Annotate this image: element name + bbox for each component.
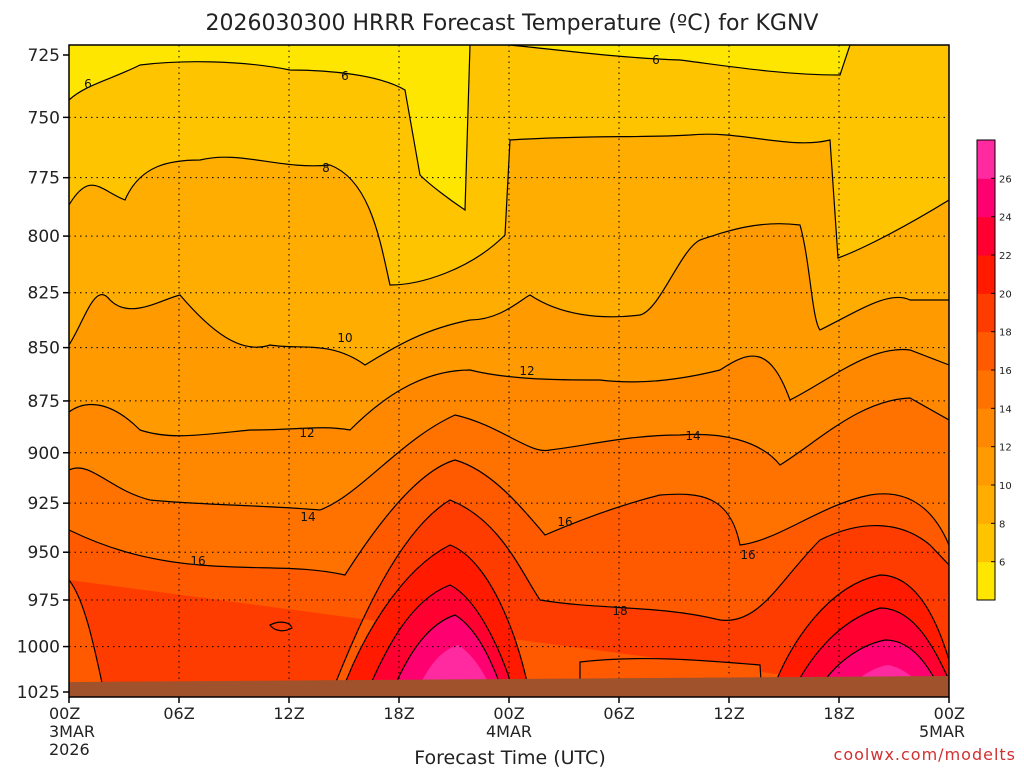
x-tick-label: 00Z — [49, 704, 80, 723]
contour-label: 14 — [685, 429, 700, 443]
contour-10 — [69, 223, 949, 366]
contour-16 — [69, 459, 949, 576]
colorbar: 6 8 10 12 14 16 18 20 22 24 26 — [976, 139, 1012, 601]
x-tick-label: 00Z — [493, 704, 524, 723]
x-tick-label: 00Z — [934, 704, 965, 723]
colorbar-tick-label: 20 — [999, 289, 1012, 300]
y-tick-label: 975 — [28, 591, 60, 611]
colorbar-segment — [977, 178, 995, 218]
colorbar-tick-label: 8 — [999, 519, 1005, 530]
colorbar-segment — [977, 485, 995, 524]
y-tick-label: 725 — [28, 46, 60, 66]
x-tick-date-label: 3MAR — [49, 722, 95, 741]
contour-low-18 — [579, 657, 763, 697]
contour-22 — [364, 584, 949, 697]
contour-24 — [389, 614, 946, 697]
ground-surface — [69, 682, 949, 697]
contour-label: 16 — [190, 554, 205, 568]
y-axis: 725 750 775 800 825 850 875 900 925 950 975 1000 102… — [17, 46, 69, 703]
colorbar-segment — [977, 331, 995, 371]
x-tick-label: 12Z — [713, 704, 744, 723]
contour-14 — [69, 397, 949, 511]
x-tick-label: 06Z — [603, 704, 634, 723]
y-tick-label: 1025 — [17, 683, 60, 703]
y-tick-label: 925 — [28, 494, 60, 514]
chart-title: 2026030300 HRRR Forecast Temperature (ºC… — [206, 11, 819, 36]
contour-label: 16 — [557, 515, 572, 529]
colorbar-segment — [977, 140, 995, 179]
y-tick-label: 950 — [28, 543, 60, 563]
colorbar-tick-label: 10 — [999, 481, 1012, 492]
colorbar-tick-label: 6 — [999, 558, 1005, 569]
contour-label: 12 — [299, 426, 314, 440]
contour-small-loop — [269, 621, 293, 632]
colorbar-tick-label: 22 — [999, 251, 1012, 262]
ground-top-edge — [69, 676, 949, 682]
y-tick-label: 825 — [28, 284, 60, 304]
band-6-8 — [69, 45, 949, 285]
plot-area — [69, 45, 949, 697]
colorbar-tick-label: 18 — [999, 328, 1012, 339]
grid-lines — [69, 45, 949, 697]
x-tick-label: 06Z — [163, 704, 194, 723]
colorbar-segment — [977, 293, 995, 333]
contour-label-group: 6 6 6 8 10 12 12 14 14 16 16 16 18 — [84, 53, 755, 618]
colorbar-segment — [977, 446, 995, 486]
contour-8 — [69, 133, 949, 286]
contour-label: 6 — [652, 53, 660, 67]
colorbar-tick-label: 16 — [999, 366, 1012, 377]
x-tick-date-label: 5MAR — [919, 722, 965, 741]
contour-20 — [339, 544, 949, 697]
y-tick-label: 875 — [28, 392, 60, 412]
contour-label: 14 — [300, 510, 315, 524]
colorbar-tick-label: 14 — [999, 404, 1012, 415]
credit-text: coolwx.com/modelts — [834, 745, 1016, 764]
contour-6-right — [509, 45, 851, 76]
colorbar-tick-label: 12 — [999, 443, 1012, 454]
x-tick-label: 18Z — [823, 704, 854, 723]
colorbar-segment — [977, 255, 995, 294]
y-tick-label: 1000 — [17, 638, 60, 658]
contour-label: 6 — [84, 77, 92, 91]
band-18-20 — [69, 500, 949, 697]
y-tick-label: 775 — [28, 169, 60, 189]
contour-label: 8 — [322, 161, 330, 175]
contour-12 — [69, 348, 949, 437]
contour-label: 18 — [612, 604, 627, 618]
colorbar-segment — [977, 561, 995, 601]
colorbar-tick-label: 24 — [999, 213, 1012, 224]
y-tick-label: 750 — [28, 108, 60, 128]
contour-label: 16 — [740, 548, 755, 562]
x-tick-label: 18Z — [383, 704, 414, 723]
colorbar-tick-label: 26 — [999, 174, 1012, 185]
contour-18 — [69, 499, 949, 697]
colorbar-segment — [977, 523, 995, 563]
x-tick-year-label: 2026 — [49, 740, 90, 759]
y-tick-label: 850 — [28, 339, 60, 359]
colorbar-segment — [977, 408, 995, 448]
colorbar-segment — [977, 216, 995, 256]
contour-label: 6 — [341, 69, 349, 83]
contour-6 — [69, 45, 471, 212]
band-4-6 — [69, 45, 470, 210]
colorbar-segment — [977, 370, 995, 409]
x-tick-label: 12Z — [273, 704, 304, 723]
contour-label: 10 — [337, 331, 352, 345]
y-tick-label: 800 — [28, 227, 60, 247]
y-tick-label: 900 — [28, 444, 60, 464]
x-axis-label: Forecast Time (UTC) — [414, 747, 605, 768]
x-tick-date-label: 4MAR — [486, 722, 532, 741]
contour-lines — [69, 45, 949, 697]
contour-label: 12 — [519, 364, 534, 378]
